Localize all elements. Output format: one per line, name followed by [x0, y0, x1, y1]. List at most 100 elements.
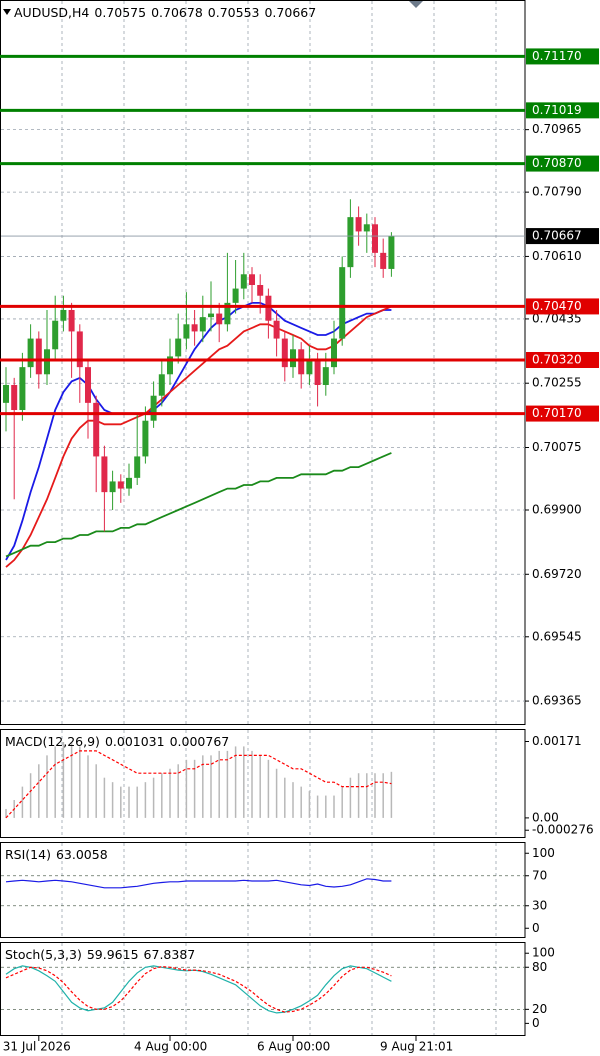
- y-tick-label: 0.70075: [532, 440, 582, 454]
- series-line: [5, 878, 392, 889]
- x-tick-label: 31 Jul 2026: [3, 1040, 71, 1054]
- x-tick-label: 9 Aug 21:01: [380, 1040, 453, 1054]
- candle-body: [232, 288, 239, 303]
- level-label-box: [526, 155, 599, 172]
- level-label-box: [526, 352, 599, 368]
- header-value: 0.70575: [94, 5, 146, 20]
- y-tick-label: -0.000276: [532, 823, 594, 837]
- panel-title: RSI(14): [5, 847, 51, 862]
- level-label: 0.70470: [532, 299, 582, 313]
- y-tick-label: 0.69545: [532, 629, 582, 643]
- candle-body: [306, 360, 313, 375]
- header-value: 0.70678: [151, 5, 203, 20]
- panel-header: Stoch(5,3,3) 59.9615 67.8387: [5, 947, 195, 962]
- level-label: 0.71170: [532, 49, 582, 63]
- candle-body: [167, 356, 173, 375]
- panel-header: MACD(12,26,9) 0.001031 0.000767: [5, 734, 229, 749]
- series-line: [5, 965, 392, 1013]
- candle-body: [3, 385, 9, 403]
- candle-body: [85, 367, 91, 403]
- candle-body: [290, 349, 296, 368]
- candle-body: [257, 285, 264, 296]
- level-label-box: [526, 48, 599, 65]
- candle-body: [331, 338, 337, 368]
- header-value: 0.000767: [170, 734, 230, 749]
- candle-body: [216, 313, 223, 325]
- level-label: 0.70320: [532, 353, 582, 367]
- candle-body: [76, 331, 83, 368]
- y-tick-label: 20: [532, 1002, 547, 1016]
- header-value: 0.70667: [264, 5, 316, 20]
- level-label: 0.70870: [532, 156, 582, 170]
- y-tick-label: 100: [532, 946, 555, 960]
- last-price-label: 0.70667: [532, 229, 582, 243]
- candle-body: [126, 477, 132, 489]
- candle-body: [35, 338, 42, 375]
- panel-header: AUDUSD,H4 0.70575 0.70678 0.70553 0.70667: [14, 5, 316, 20]
- candle-body: [52, 320, 59, 350]
- candle-body: [142, 420, 149, 457]
- candle-body: [347, 217, 354, 268]
- series-line: [5, 750, 392, 819]
- header-value: 63.0058: [56, 847, 108, 862]
- candle-body: [322, 367, 329, 385]
- candle-body: [372, 224, 378, 253]
- y-tick-label: 0.00: [532, 810, 559, 824]
- x-tick-label: 4 Aug 00:00: [134, 1040, 207, 1054]
- level-label-box: [526, 102, 599, 119]
- candle-body: [191, 324, 198, 332]
- candle-body: [199, 317, 206, 332]
- y-tick-label: 0.70790: [532, 185, 582, 199]
- header-value: 0.70553: [208, 5, 260, 20]
- candle-body: [109, 481, 116, 493]
- level-label-box: [526, 298, 599, 315]
- y-tick-label: 30: [532, 898, 547, 912]
- candle-body: [93, 402, 100, 457]
- candle-body: [11, 385, 18, 410]
- dropdown-arrow[interactable]: [408, 0, 424, 8]
- y-tick-label: 0.70965: [532, 122, 582, 136]
- symbol-menu-icon: [3, 9, 11, 15]
- level-label: 0.70170: [532, 406, 582, 420]
- panel-title: Stoch(5,3,3): [5, 947, 82, 962]
- y-tick-label: 0.70255: [532, 376, 582, 390]
- header-value: 59.9615: [87, 947, 139, 962]
- candle-body: [298, 349, 305, 375]
- candle-body: [281, 338, 288, 368]
- candle-body: [150, 395, 157, 421]
- candle-body: [117, 481, 124, 489]
- panel-frame: [0, 942, 526, 1036]
- panel-title: AUDUSD,H4: [14, 5, 89, 20]
- y-tick-label: 0: [532, 921, 540, 935]
- candle-body: [388, 236, 395, 269]
- y-tick-label: 0.69720: [532, 567, 582, 581]
- candle-body: [158, 374, 165, 396]
- candle-body: [224, 302, 231, 325]
- panel-frame: [0, 729, 526, 838]
- x-tick-label: 6 Aug 00:00: [257, 1040, 330, 1054]
- candle-body: [101, 456, 108, 493]
- candle-body: [273, 320, 280, 339]
- candle-body: [339, 267, 346, 339]
- panel-frame: [0, 0, 526, 725]
- series-line: [5, 302, 392, 561]
- candle-body: [249, 274, 255, 285]
- series-line: [5, 452, 392, 558]
- candle-body: [44, 349, 50, 375]
- panel-title: MACD(12,26,9): [5, 734, 100, 749]
- level-label-box: [526, 405, 599, 422]
- candle-body: [363, 224, 370, 232]
- y-tick-label: 0.70435: [532, 311, 582, 325]
- candle-body: [68, 310, 75, 332]
- y-tick-label: 80: [532, 960, 547, 974]
- y-tick-label: 100: [532, 846, 555, 860]
- candle-body: [208, 313, 214, 318]
- y-tick-label: 0.69365: [532, 694, 582, 708]
- candle-body: [355, 217, 362, 232]
- candle-body: [60, 310, 67, 321]
- panel-frame: [0, 842, 526, 938]
- candle-body: [19, 367, 26, 410]
